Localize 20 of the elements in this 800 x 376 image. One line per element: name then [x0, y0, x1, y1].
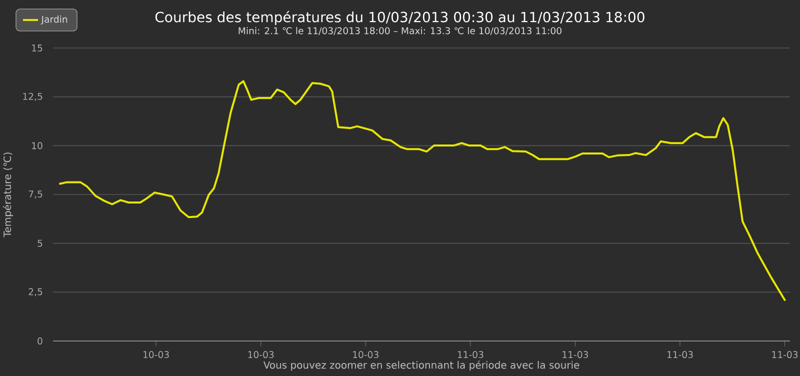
- y-tick-label: 5: [38, 240, 42, 247]
- x-tick-label: 11-03: [667, 351, 693, 358]
- line-series: [58, 80, 786, 301]
- y-tick-label: 7,5: [28, 190, 42, 198]
- y-tick-label: 15: [32, 44, 42, 52]
- x-axis-title: Vous pouvez zoomer en selectionnant la période avec la sourie: [263, 360, 580, 371]
- y-axis-title: Température (℃): [2, 152, 14, 238]
- y-tick-label: 2,5: [28, 288, 42, 296]
- x-tick-label: 11-03: [458, 351, 484, 358]
- y-tick-label: 12,5: [23, 92, 42, 101]
- legend-label: Jardin: [40, 16, 68, 24]
- x-tick-label: 11-03: [562, 351, 588, 358]
- x-tick-label: 10-03: [353, 351, 378, 358]
- x-tick-label: 11-03: [772, 351, 798, 358]
- y-tick-label: 10: [32, 142, 42, 150]
- chart-title: Courbes des températures du 10/03/2013 00:30 au 11/03/2013 18:00: [155, 10, 644, 26]
- x-tick-label: 10-03: [248, 351, 274, 358]
- y-tick-label: 0: [38, 337, 42, 345]
- chart-subtitle: Mini: 2.1 ℃ le 11/03/2013 18:00 – Maxi: 13.3 ℃ le 10/03/2013 11:00: [238, 27, 562, 35]
- x-tick-label: 10-03: [144, 351, 169, 358]
